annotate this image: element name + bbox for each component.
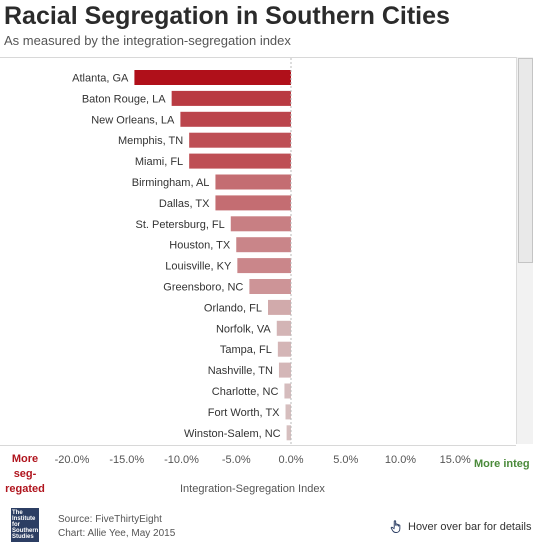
bar-chart-svg: Atlanta, GA Baton Rouge, LA New Orleans, L… [72, 58, 292, 445]
bar[interactable] [134, 70, 291, 85]
bar-category-label: Orlando, FL [204, 302, 262, 314]
x-tick-label: -5.0% [221, 454, 251, 466]
bar-category-label: Norfolk, VA [216, 323, 271, 335]
bar-category-label: Louisville, KY [165, 261, 232, 273]
bar[interactable] [236, 237, 291, 253]
logo-line: Institute [12, 516, 36, 522]
x-tick-label: -15.0% [109, 454, 145, 466]
bar-plot-area[interactable]: Atlanta, GA Baton Rouge, LA New Orleans, L… [0, 57, 516, 446]
hover-hint: Hover over bar for details [389, 520, 532, 534]
more-segregated-label: More seg- regated [5, 453, 45, 495]
bar-category-label: Fort Worth, TX [208, 407, 280, 419]
logo-line: Studies [12, 534, 34, 540]
bar[interactable] [276, 320, 291, 336]
bar-category-label: St. Petersburg, FL [136, 219, 225, 231]
logo-line: The [12, 510, 23, 516]
logo-line: for [12, 522, 20, 528]
bar-category-label: Tampa, FL [220, 344, 272, 356]
bar[interactable] [278, 362, 291, 378]
x-axis-title: Integration-Segregation Index [180, 483, 325, 495]
bar[interactable] [230, 216, 291, 232]
bar[interactable] [180, 111, 291, 127]
x-tick-label: 5.0% [333, 454, 359, 466]
bar[interactable] [171, 90, 291, 106]
bar-category-label: Houston, TX [169, 240, 231, 252]
pointing-hand-icon [390, 520, 401, 533]
bar[interactable] [268, 299, 291, 315]
bar[interactable] [249, 279, 291, 294]
more-integrated-label: More integ [474, 458, 530, 470]
x-tick-label: 15.0% [439, 454, 471, 466]
x-tick-label: 0.0% [278, 454, 304, 466]
bar[interactable] [215, 195, 291, 211]
bar-category-label: New Orleans, LA [91, 114, 175, 126]
chart-title: Racial Segregation in Southern Cities [4, 2, 450, 30]
bar[interactable] [189, 132, 291, 148]
bar-category-label: Atlanta, GA [72, 73, 129, 85]
bar-category-label: Dallas, TX [159, 198, 210, 210]
bar-category-label: Charlotte, NC [212, 386, 279, 398]
bar-category-label: Winston-Salem, NC [184, 428, 281, 440]
bar[interactable] [284, 383, 291, 399]
bar-category-label: Greensboro, NC [163, 282, 243, 294]
bar[interactable] [277, 341, 291, 357]
x-tick-label: -10.0% [164, 454, 199, 466]
x-tick-label: -20.0% [54, 454, 90, 466]
hover-hint-text: Hover over bar for details [408, 521, 532, 533]
x-axis: -20.0% -15.0% -10.0% -5.0% 0.0% 5.0% 10.0% 15.0… [0, 446, 534, 486]
chart-credit-text: Chart: Allie Yee, May 2015 [58, 528, 176, 539]
bar[interactable] [286, 425, 291, 441]
bar-category-label: Baton Rouge, LA [82, 93, 166, 105]
bar[interactable] [285, 404, 291, 420]
bar-category-label: Nashville, TN [208, 365, 273, 377]
bar-category-label: Memphis, TN [118, 135, 183, 147]
bar[interactable] [189, 153, 291, 169]
vertical-scrollbar[interactable] [516, 57, 533, 444]
logo-line: Southern [12, 528, 39, 534]
source-credits: Source: FiveThirtyEight Chart: Allie Yee… [58, 513, 175, 541]
institute-logo: The Institute for Southern Studies [11, 508, 39, 542]
chart-subtitle: As measured by the integration-segregati… [4, 33, 291, 48]
bar[interactable] [237, 258, 291, 274]
bar-category-label: Birmingham, AL [132, 177, 210, 189]
source-text: Source: FiveThirtyEight [58, 514, 162, 525]
bar-category-label: Miami, FL [135, 156, 183, 168]
x-tick-label: 10.0% [384, 454, 417, 466]
bar[interactable] [215, 174, 291, 190]
scrollbar-thumb[interactable] [518, 58, 533, 263]
